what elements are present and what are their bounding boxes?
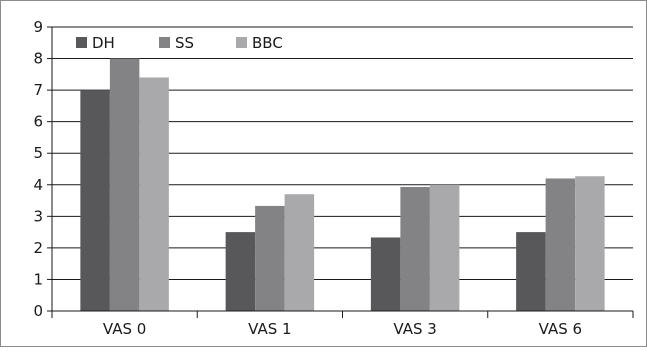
legend-swatch-bbc xyxy=(236,37,247,48)
y-tick-label: 0 xyxy=(33,302,43,320)
bar-ss-vas-3 xyxy=(400,186,430,311)
y-tick-label: 7 xyxy=(33,81,43,99)
bar-ss-vas-6 xyxy=(545,178,576,311)
bar-ss-vas-1 xyxy=(255,205,285,311)
x-tick-label: VAS 1 xyxy=(248,320,291,338)
legend-swatch-dh xyxy=(76,37,87,48)
bar-bbc-vas-6 xyxy=(575,176,605,311)
legend-label-bbc: BBC xyxy=(252,34,283,52)
y-axis-ticks: 0 1 2 3 4 5 6 7 8 9 xyxy=(33,18,43,320)
x-axis-ticks: VAS 0 VAS 1 VAS 3 VAS 6 xyxy=(103,320,582,338)
bar-dh-vas-1 xyxy=(225,232,256,311)
x-tick-label: VAS 0 xyxy=(103,320,146,338)
bar-bbc-vas-0 xyxy=(139,77,169,311)
legend-label-dh: DH xyxy=(92,34,115,52)
legend-swatch-ss xyxy=(159,37,170,48)
legend: DH SS BBC xyxy=(76,34,283,52)
axes xyxy=(47,26,634,318)
y-tick-label: 4 xyxy=(33,176,43,194)
bar-ss-vas-0 xyxy=(109,58,140,311)
x-tick-label: VAS 3 xyxy=(393,320,436,338)
legend-label-ss: SS xyxy=(175,34,194,52)
y-tick-label: 3 xyxy=(33,207,43,225)
y-tick-label: 2 xyxy=(33,239,43,257)
y-tick-label: 8 xyxy=(33,50,43,68)
bar-bbc-vas-3 xyxy=(429,184,460,311)
bars xyxy=(80,58,605,311)
bar-chart: 0 1 2 3 4 5 6 7 8 9 VAS 0 VAS 1 VAS 3 VAS 6 DH SS BBC xyxy=(33,18,634,338)
x-tick-label: VAS 6 xyxy=(539,320,582,338)
y-tick-label: 6 xyxy=(33,113,43,131)
bar-dh-vas-0 xyxy=(80,90,110,311)
y-tick-label: 5 xyxy=(33,144,43,162)
bar-bbc-vas-1 xyxy=(284,194,315,311)
y-tick-label: 9 xyxy=(33,18,43,36)
bar-dh-vas-6 xyxy=(516,232,546,311)
y-tick-label: 1 xyxy=(33,270,43,288)
bar-dh-vas-3 xyxy=(370,237,401,311)
